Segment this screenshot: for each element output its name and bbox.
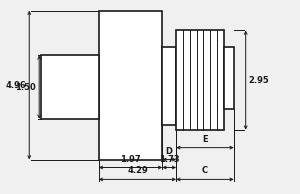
Text: 1.97: 1.97	[120, 154, 141, 164]
Bar	[99, 11, 162, 159]
Text: E: E	[202, 135, 208, 144]
Text: 1.73: 1.73	[159, 154, 180, 164]
Bar	[162, 47, 176, 125]
Text: 2.95: 2.95	[249, 76, 269, 85]
Text: 4.96: 4.96	[5, 81, 26, 90]
Text: 4.29: 4.29	[127, 166, 148, 175]
Bar	[176, 30, 224, 130]
Text: C: C	[202, 166, 208, 175]
Bar	[41, 55, 99, 119]
Text: D: D	[166, 147, 173, 156]
Bar	[224, 47, 234, 109]
Text: 1.50: 1.50	[15, 83, 36, 92]
